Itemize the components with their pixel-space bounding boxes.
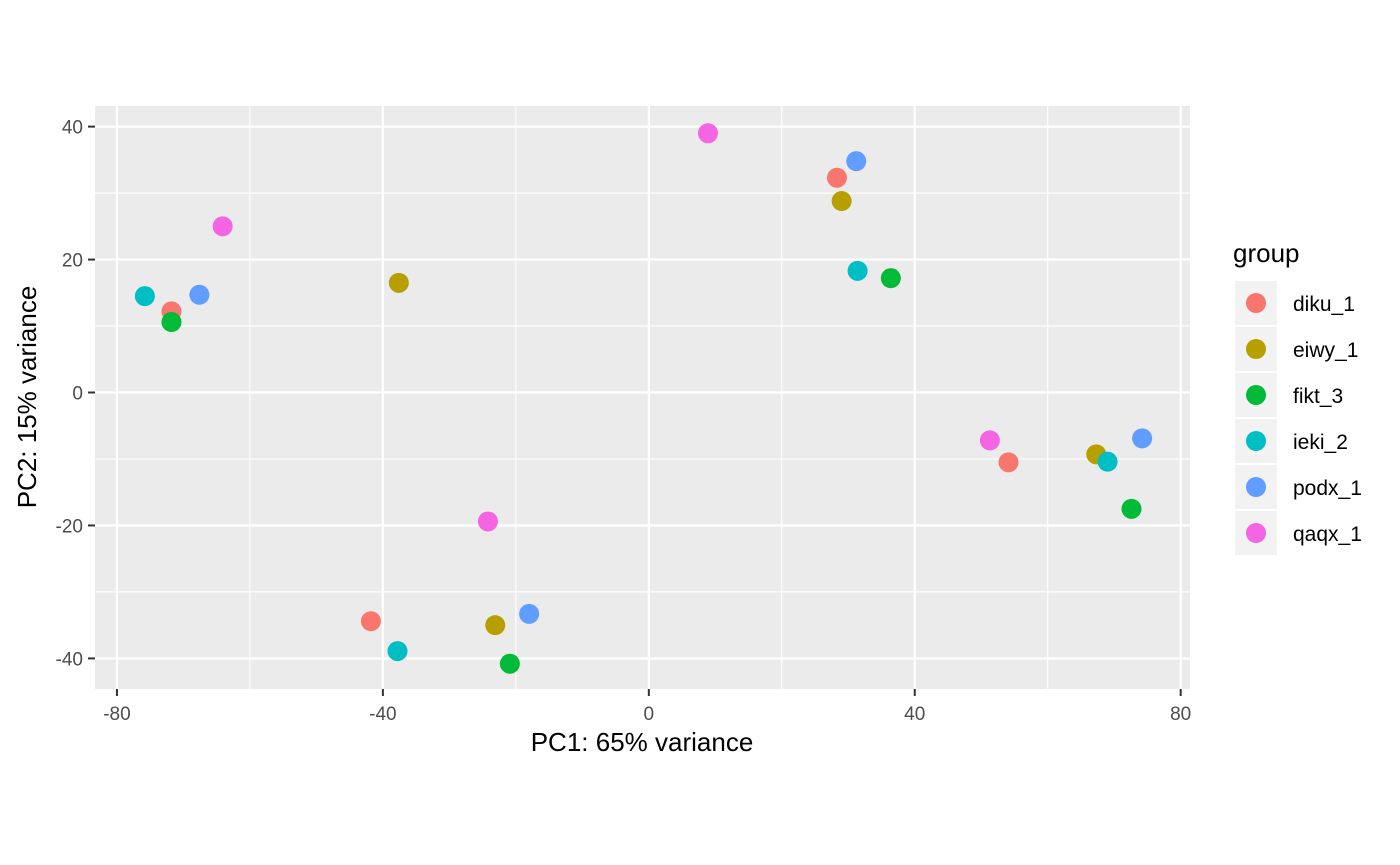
legend-label: eiwy_1 xyxy=(1293,339,1358,362)
data-point-fikt_3 xyxy=(161,312,182,333)
axis-ticks xyxy=(88,125,1182,696)
legend-title: group xyxy=(1233,238,1300,268)
y-axis-tick-labels: -40 -20 0 20 40 xyxy=(56,118,83,671)
x-tick-label: 80 xyxy=(1170,704,1191,725)
data-point-diku_1 xyxy=(360,611,381,632)
data-points xyxy=(134,123,1153,674)
legend-label: podx_1 xyxy=(1293,477,1362,500)
legend-marker xyxy=(1246,339,1266,359)
data-point-qaqx_1 xyxy=(979,430,1000,451)
legend-item: podx_1 xyxy=(1235,465,1362,509)
legend-marker xyxy=(1246,523,1266,543)
data-point-fikt_3 xyxy=(499,653,520,674)
legend-marker xyxy=(1246,431,1266,451)
data-point-podx_1 xyxy=(519,603,540,624)
data-point-ieki_2 xyxy=(387,641,408,662)
y-tick-label: -20 xyxy=(56,516,83,537)
legend-item: eiwy_1 xyxy=(1235,327,1358,371)
legend-items: diku_1 eiwy_1 fikt_3 ieki_2 podx_1 qaqx_1 xyxy=(1235,281,1362,555)
x-tick-label: -80 xyxy=(103,704,130,725)
legend-item: fikt_3 xyxy=(1235,373,1343,417)
legend-item: ieki_2 xyxy=(1235,419,1348,463)
data-point-diku_1 xyxy=(826,167,847,188)
legend-label: fikt_3 xyxy=(1293,385,1343,408)
data-point-ieki_2 xyxy=(134,286,155,307)
legend-item: qaqx_1 xyxy=(1235,511,1362,555)
y-tick-label: 20 xyxy=(62,251,83,272)
data-point-podx_1 xyxy=(189,284,210,305)
legend-item: diku_1 xyxy=(1235,281,1355,325)
major-gridlines xyxy=(95,106,1190,689)
data-point-podx_1 xyxy=(1132,428,1153,449)
legend-marker xyxy=(1246,385,1266,405)
legend-label: diku_1 xyxy=(1293,293,1355,316)
data-point-fikt_3 xyxy=(1121,498,1142,519)
y-axis-title: PC2: 15% variance xyxy=(12,286,42,509)
data-point-qaqx_1 xyxy=(212,216,233,237)
x-axis-title: PC1: 65% variance xyxy=(531,727,754,757)
legend-marker xyxy=(1246,477,1266,497)
y-tick-label: 0 xyxy=(72,384,83,405)
data-point-qaqx_1 xyxy=(477,511,498,532)
data-point-podx_1 xyxy=(846,151,867,172)
data-point-ieki_2 xyxy=(1097,451,1118,472)
data-point-diku_1 xyxy=(998,452,1019,473)
legend-marker xyxy=(1246,293,1266,313)
legend: group diku_1 eiwy_1 fikt_3 ieki_2 podx_1qaqx… xyxy=(1233,238,1362,555)
data-point-qaqx_1 xyxy=(697,123,718,144)
x-tick-label: -40 xyxy=(369,704,396,725)
legend-label: ieki_2 xyxy=(1293,431,1348,454)
x-tick-label: 0 xyxy=(644,704,655,725)
data-point-ieki_2 xyxy=(847,260,868,281)
x-axis-tick-labels: -80 -40 0 40 80 xyxy=(103,704,1191,725)
y-tick-label: 40 xyxy=(62,118,83,139)
y-tick-label: -40 xyxy=(56,649,83,670)
data-point-eiwy_1 xyxy=(485,615,506,636)
data-point-eiwy_1 xyxy=(388,272,409,293)
data-point-fikt_3 xyxy=(880,268,901,289)
x-tick-label: 40 xyxy=(904,704,925,725)
legend-label: qaqx_1 xyxy=(1293,523,1362,546)
data-point-eiwy_1 xyxy=(831,191,852,212)
